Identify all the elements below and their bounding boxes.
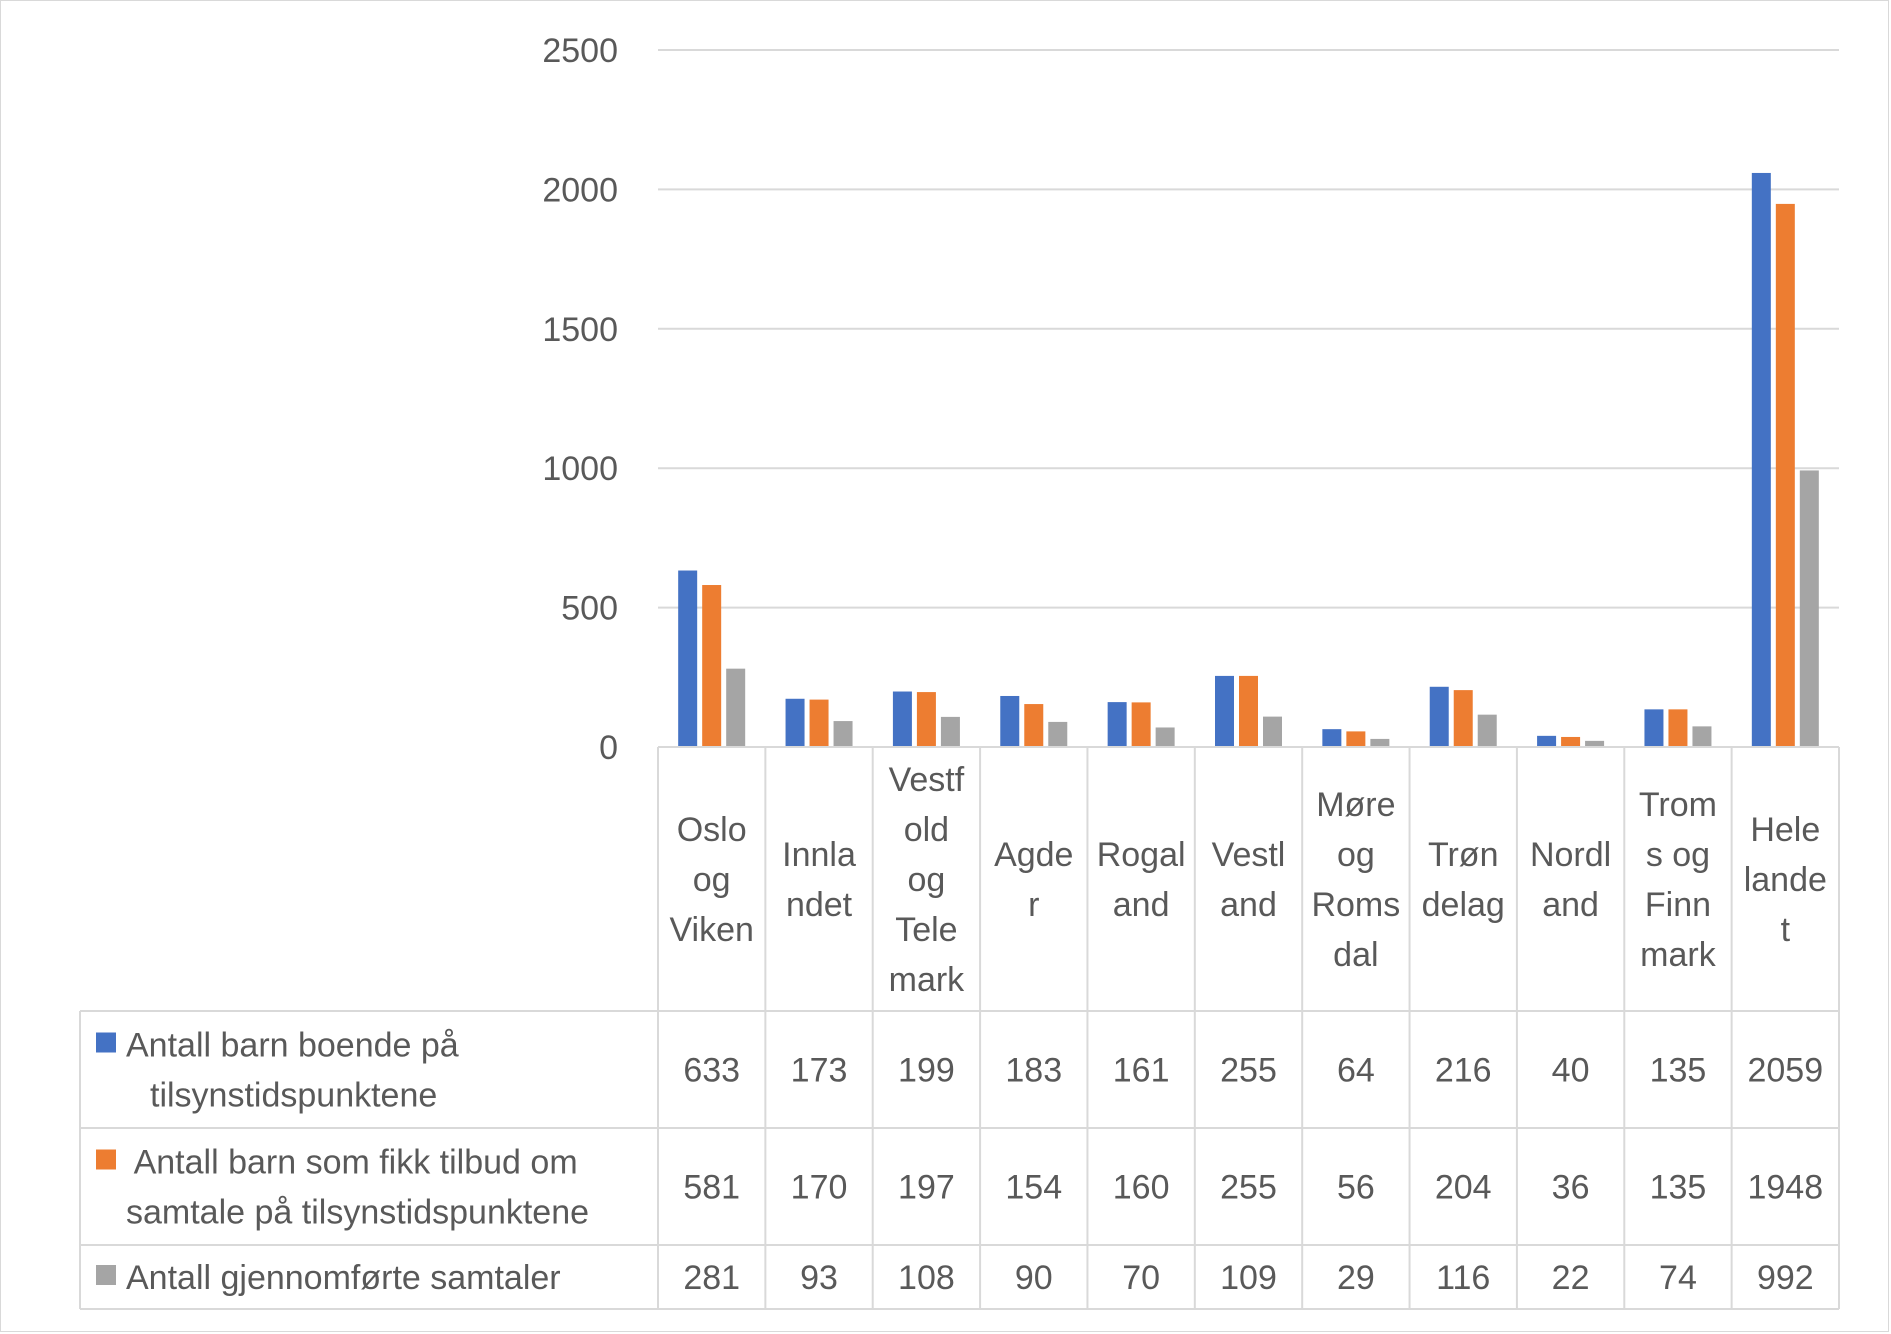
y-tick-label: 1000 (542, 450, 618, 488)
legend-key (96, 1149, 116, 1170)
data-label: 93 (800, 1259, 838, 1297)
data-label: 1948 (1747, 1169, 1823, 1207)
bar (1453, 690, 1473, 747)
data-label: 281 (683, 1259, 740, 1297)
bar (785, 698, 805, 747)
data-label: 183 (1005, 1052, 1062, 1090)
data-label: 161 (1113, 1052, 1170, 1090)
category-label: Trom s og Finn mark (1639, 786, 1717, 974)
data-label: 173 (791, 1052, 848, 1090)
y-tick-label: 2500 (542, 32, 618, 70)
data-label: 204 (1435, 1169, 1492, 1207)
data-label: 992 (1757, 1259, 1814, 1297)
bar (892, 691, 912, 747)
data-label: 116 (1436, 1259, 1490, 1297)
data-label: 29 (1337, 1259, 1375, 1297)
data-label: 255 (1220, 1169, 1277, 1207)
category-label: Møre og Roms dal (1311, 786, 1400, 974)
y-tick-label: 500 (561, 590, 618, 628)
data-label: 22 (1552, 1259, 1590, 1297)
bar (1131, 702, 1151, 747)
category-label: Agde r (994, 836, 1073, 924)
category-label: Nordl and (1530, 836, 1611, 924)
data-label: 36 (1552, 1169, 1590, 1207)
data-label: 135 (1650, 1169, 1707, 1207)
category-label: Rogal and (1097, 836, 1186, 924)
data-label: 109 (1220, 1259, 1277, 1297)
bar (1155, 727, 1175, 747)
bar (1346, 731, 1366, 747)
gridlines (658, 49, 1839, 609)
series-name: Antall barn boende på tilsynstidspunktene (126, 1027, 459, 1115)
category-label: Trøn delag (1422, 836, 1505, 924)
y-tick-label: 0 (599, 729, 618, 767)
bar (1585, 740, 1605, 747)
bar (1799, 470, 1819, 747)
bar (1561, 736, 1581, 747)
bar (1537, 735, 1557, 747)
series-name: Antall gjennomførte samtaler (126, 1259, 561, 1297)
category-label: Hele lande t (1744, 811, 1827, 949)
bar (678, 570, 698, 747)
data-label: 170 (791, 1169, 848, 1207)
data-label: 40 (1552, 1052, 1590, 1090)
bar (1000, 695, 1020, 747)
bar (1048, 721, 1068, 747)
data-label: 199 (898, 1052, 955, 1090)
category-label: Oslo og Viken (669, 811, 753, 949)
data-label: 64 (1337, 1052, 1375, 1090)
data-label: 216 (1435, 1052, 1492, 1090)
data-label: 108 (898, 1259, 955, 1297)
y-tick-label: 2000 (542, 171, 618, 209)
series-name: Antall barn som fikk tilbud om samtale på… (126, 1144, 589, 1232)
bar (1107, 702, 1127, 747)
data-label: 70 (1122, 1259, 1160, 1297)
data-label: 2059 (1747, 1052, 1823, 1090)
bar (1215, 675, 1234, 747)
bar (916, 692, 936, 747)
legend-key (96, 1265, 116, 1285)
data-label: 56 (1337, 1169, 1375, 1207)
bar (1024, 704, 1044, 747)
bar (1429, 686, 1449, 747)
data-label: 74 (1659, 1259, 1697, 1297)
data-label: 160 (1113, 1169, 1170, 1207)
data-label: 197 (898, 1169, 955, 1207)
data-label: 154 (1005, 1169, 1062, 1207)
bar (940, 716, 960, 747)
y-tick-label: 1500 (542, 311, 618, 349)
bar (1477, 714, 1497, 747)
data-label: 255 (1220, 1052, 1277, 1090)
data-label: 581 (683, 1169, 740, 1207)
bar (1263, 716, 1282, 747)
bar (1644, 709, 1664, 747)
data-table: Antall barn boende på tilsynstidspunktene… (79, 746, 1840, 1310)
bar (1370, 738, 1390, 747)
bar (809, 699, 829, 747)
bar (1322, 729, 1342, 747)
bars (678, 172, 1819, 747)
bar (726, 668, 746, 747)
data-label: 135 (1650, 1052, 1707, 1090)
bar (1751, 172, 1771, 747)
data-label: 90 (1015, 1259, 1053, 1297)
bar (1692, 726, 1712, 747)
bar (1668, 709, 1688, 747)
bar (1775, 203, 1795, 747)
legend-key (96, 1032, 116, 1053)
bar (833, 721, 853, 747)
category-label: Vestl and (1212, 836, 1286, 924)
category-label: Vestf old og Tele mark (889, 761, 966, 999)
category-label: Innla ndet (782, 836, 856, 924)
bar (702, 585, 722, 747)
data-label: 633 (683, 1052, 740, 1090)
bar (1239, 675, 1258, 747)
